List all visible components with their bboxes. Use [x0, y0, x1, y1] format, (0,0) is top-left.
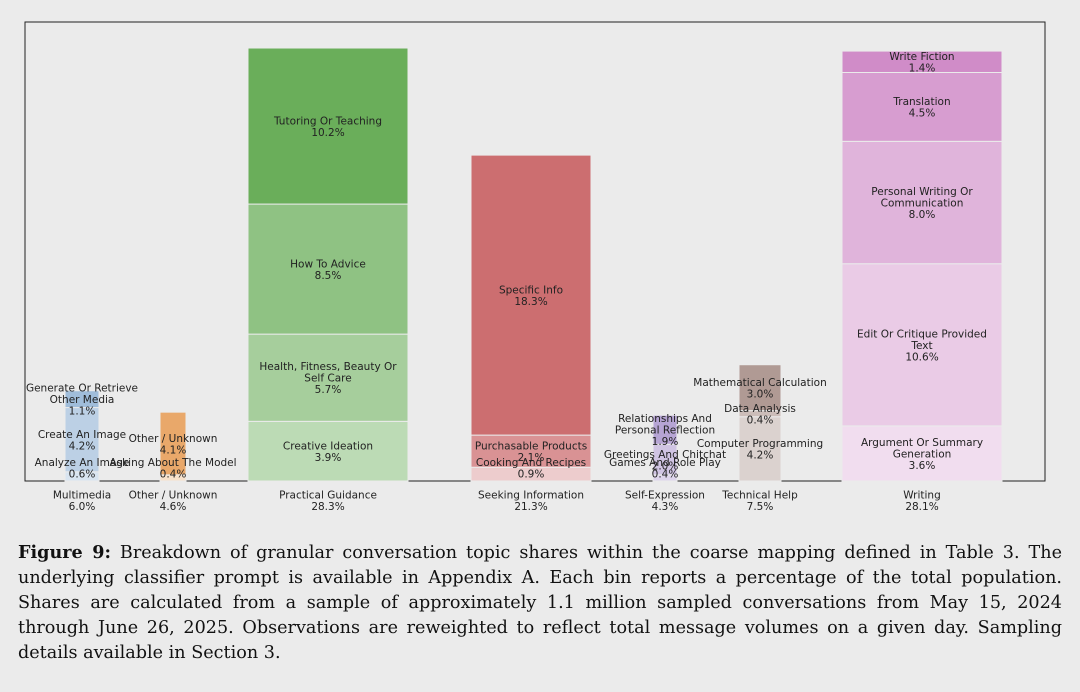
bar-segment-technical-help-computer-programming	[738, 416, 782, 482]
category-label-seeking-information: Seeking Information 21.3%	[478, 489, 584, 513]
bar-segment-technical-help-mathematical-calculation	[738, 364, 782, 412]
segment-label-technical-help-mathematical-calculation: Mathematical Calculation 3.0%	[693, 377, 826, 401]
segment-label-self-expression-greetings-and-chitchat: Greetings And Chitchat 2.0%	[604, 449, 726, 473]
segment-label-seeking-information-purchasable-products: Purchasable Products 2.1%	[475, 440, 587, 464]
bar-segment-seeking-information-purchasable-products	[470, 434, 592, 468]
bar-segment-self-expression-greetings-and-chitchat	[652, 443, 678, 476]
bar-segment-writing-personal-writing-or-communication	[841, 140, 1003, 265]
segment-label-writing-argument-or-summary-generation: Argument Or Summary Generation 3.6%	[861, 437, 983, 472]
segment-label-writing-translation: Translation 4.5%	[892, 96, 950, 120]
segment-label-practical-guidance-creative-ideation: Creative Ideation 3.9%	[283, 440, 373, 464]
bars-group	[64, 47, 1003, 482]
category-label-technical-help: Technical Help 7.5%	[721, 489, 798, 513]
bar-segment-writing-translation	[841, 71, 1003, 142]
category-labels-group: Multimedia 6.0% Other / Unknown 4.6% Practic…	[53, 489, 941, 513]
bar-segment-multimedia-create-an-image	[64, 407, 100, 473]
segment-label-seeking-information-cooking-and-recipes: Cooking And Recipes 0.9%	[476, 457, 586, 481]
bar-segment-other-unknown-other-unknown	[159, 411, 187, 476]
segment-label-writing-write-fiction: Write Fiction 1.4%	[889, 51, 954, 75]
segment-label-technical-help-computer-programming: Computer Programming 4.2%	[697, 438, 823, 462]
segment-label-technical-help-data-analysis: Data Analysis 0.4%	[724, 403, 796, 427]
bar-segment-practical-guidance-how-to-advice	[247, 203, 409, 335]
stacked-bar-chart: Analyze An Image 0.6% Create An Image 4.2% G…	[24, 21, 1046, 513]
category-label-other-unknown: Other / Unknown 4.6%	[129, 489, 218, 513]
segment-label-practical-guidance-health-fitness-beauty-or-self-care: Health, Fitness, Beauty Or Self Care 5.7%	[259, 361, 397, 396]
segment-label-practical-guidance-tutoring-or-teaching: Tutoring Or Teaching 10.2%	[273, 115, 382, 138]
bar-segment-writing-edit-or-critique-provided-text	[841, 263, 1003, 427]
bar-segment-writing-argument-or-summary-generation	[841, 425, 1003, 482]
category-label-practical-guidance: Practical Guidance 28.3%	[279, 489, 377, 513]
caption-text: Breakdown of granular conversation topic…	[18, 543, 1062, 663]
figure-caption: Figure 9: Breakdown of granular conversa…	[18, 540, 1062, 666]
segment-labels-group: Analyze An Image 0.6% Create An Image 4.2% G…	[26, 51, 987, 480]
category-label-self-expression: Self-Expression 4.3%	[625, 489, 705, 513]
segment-label-multimedia-create-an-image: Create An Image 4.2%	[38, 429, 126, 453]
bar-segment-self-expression-relationships-and-personal-reflection	[652, 414, 678, 445]
segment-label-other-unknown-asking-about-the-model: Asking About The Model 0.4%	[109, 457, 236, 481]
segment-label-writing-edit-or-critique-provided-text: Edit Or Critique Provided Text 10.6%	[857, 328, 987, 363]
segment-label-self-expression-relationships-and-personal-reflection: Relationships And Personal Reflection 1.9%	[615, 413, 715, 448]
segment-label-writing-personal-writing-or-communication: Personal Writing Or Communication 8.0%	[871, 186, 973, 221]
figure-label: Figure 9:	[18, 542, 111, 563]
bar-segment-seeking-information-specific-info	[470, 154, 592, 436]
bar-segment-practical-guidance-health-fitness-beauty-or-self-care	[247, 333, 409, 422]
segment-label-multimedia-generate-or-retrieve-other-media: Generate Or Retrieve Other Media 1.1%	[26, 383, 138, 418]
segment-label-seeking-information-specific-info: Specific Info 18.3%	[499, 284, 563, 308]
category-label-writing: Writing 28.1%	[903, 489, 941, 513]
bar-segment-multimedia-generate-or-retrieve-other-media	[64, 390, 100, 409]
category-label-multimedia: Multimedia 6.0%	[53, 489, 111, 513]
bar-segment-practical-guidance-creative-ideation	[247, 420, 409, 482]
segment-label-multimedia-analyze-an-image: Analyze An Image 0.6%	[35, 457, 130, 481]
bar-segment-writing-write-fiction	[841, 50, 1003, 73]
segment-label-self-expression-games-and-role-play: Games And Role Play 0.4%	[609, 457, 721, 481]
bar-segment-practical-guidance-tutoring-or-teaching	[247, 47, 409, 205]
segment-label-practical-guidance-how-to-advice: How To Advice 8.5%	[290, 258, 366, 282]
segment-label-other-unknown-other-unknown: Other / Unknown 4.1%	[129, 433, 218, 457]
